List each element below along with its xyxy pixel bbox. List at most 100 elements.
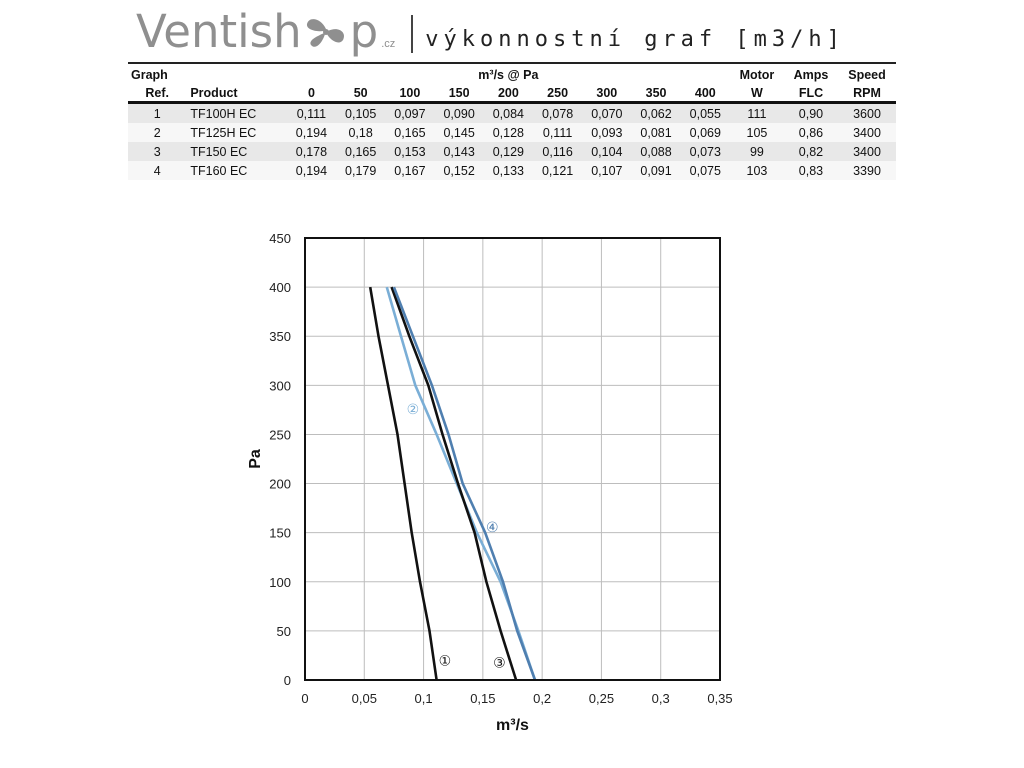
x-tick-label: 0,05 xyxy=(352,691,377,706)
cell-motor: 105 xyxy=(746,125,768,140)
y-tick-label: 50 xyxy=(277,624,291,639)
table-row: 3 TF150 EC 0,178 0,165 0,153 0,143 0,129 0,116 0… xyxy=(128,142,896,161)
y-tick-label: 200 xyxy=(269,477,291,492)
cell-ref: 2 xyxy=(153,125,161,140)
cell-product: TF160 EC xyxy=(190,163,248,178)
cell-flow: 0,088 xyxy=(640,144,672,159)
cell-flow: 0,194 xyxy=(295,163,328,178)
cell-flow: 0,116 xyxy=(542,144,573,159)
cell-flow: 0,091 xyxy=(640,163,672,178)
header-amps: Amps xyxy=(793,68,829,82)
cell-flow: 0,165 xyxy=(394,125,426,140)
cell-flow: 0,133 xyxy=(492,163,524,178)
x-tick-label: 0,15 xyxy=(470,691,495,706)
x-tick-label: 0,2 xyxy=(533,691,551,706)
cell-flow: 0,073 xyxy=(689,144,721,159)
cell-amps: 0,86 xyxy=(798,125,824,140)
cell-flow: 0,152 xyxy=(443,163,475,178)
header-pressure: 0 xyxy=(307,85,315,100)
spec-table: Graph m³/s @ Pa Motor Amps Speed Ref. Pr… xyxy=(128,62,896,180)
cell-flow: 0,104 xyxy=(591,144,623,159)
y-tick-label: 150 xyxy=(269,526,291,541)
ventishop-logo[interactable]: Ventish p .cz xyxy=(136,4,395,60)
header-tagline: výkonnostní graf [m3/h] xyxy=(425,27,845,52)
cell-flow: 0,105 xyxy=(345,106,377,121)
cell-flow: 0,129 xyxy=(492,144,524,159)
cell-motor: 103 xyxy=(746,163,768,178)
series-label: ① xyxy=(439,653,452,669)
cell-motor: 111 xyxy=(747,106,767,121)
cell-flow: 0,107 xyxy=(591,163,623,178)
series-line xyxy=(368,286,438,681)
cell-product: TF100H EC xyxy=(190,106,257,121)
cell-flow: 0,179 xyxy=(345,163,377,178)
header-pressure: 300 xyxy=(596,85,618,100)
x-tick-label: 0,25 xyxy=(589,691,614,706)
cell-flow: 0,069 xyxy=(689,125,721,140)
y-tick-label: 0 xyxy=(284,673,291,688)
header-ref: Ref. xyxy=(145,85,169,100)
header-amps-unit: FLC xyxy=(798,85,824,100)
table-row: 2 TF125H EC 0,194 0,18 0,165 0,145 0,128 0,111 0… xyxy=(128,123,896,142)
table-row: 1 TF100H EC 0,111 0,105 0,097 0,090 0,084 0,078… xyxy=(128,102,896,123)
cell-flow: 0,111 xyxy=(542,125,573,140)
cell-flow: 0,165 xyxy=(345,144,377,159)
cell-ref: 3 xyxy=(153,144,161,159)
series-label: ② xyxy=(407,402,420,418)
header: Ventish p .cz výkonnostní graf [m3/h] xyxy=(136,4,845,60)
cell-flow: 0,128 xyxy=(492,125,524,140)
cell-flow: 0,084 xyxy=(492,106,524,121)
cell-flow: 0,18 xyxy=(348,125,373,140)
cell-amps: 0,82 xyxy=(798,144,824,159)
header-pressure: 150 xyxy=(448,85,470,100)
cell-flow: 0,090 xyxy=(443,106,475,121)
series-label: ③ xyxy=(493,655,506,671)
cell-flow: 0,111 xyxy=(296,106,327,121)
header-product: Product xyxy=(190,85,238,100)
table-header-row: Graph m³/s @ Pa Motor Amps Speed xyxy=(128,63,896,84)
header-pressure: 350 xyxy=(645,85,667,100)
y-tick-label: 250 xyxy=(269,427,291,442)
header-pressure: 400 xyxy=(694,85,716,100)
table-subheader-row: Ref. Product 0 50 100 150 200 250 300 35… xyxy=(128,84,896,103)
cell-flow: 0,121 xyxy=(541,163,574,178)
cell-flow: 0,070 xyxy=(591,106,623,121)
header-motor-unit: W xyxy=(751,85,763,100)
y-tick-label: 300 xyxy=(269,378,291,393)
header-pressure: 50 xyxy=(353,85,368,100)
header-motor: Motor xyxy=(739,68,775,82)
y-tick-label: 100 xyxy=(269,575,291,590)
header-divider xyxy=(411,15,414,53)
series-line xyxy=(392,286,537,681)
cell-flow: 0,194 xyxy=(295,125,328,140)
x-axis-title: m³/s xyxy=(496,717,529,734)
cell-ref: 1 xyxy=(153,106,161,121)
cell-flow: 0,178 xyxy=(295,144,328,159)
cell-flow: 0,062 xyxy=(640,106,672,121)
y-axis-title: Pa xyxy=(247,449,264,469)
cell-product: TF125H EC xyxy=(190,125,257,140)
y-tick-label: 400 xyxy=(269,280,291,295)
cell-speed: 3600 xyxy=(853,106,881,121)
y-tick-label: 350 xyxy=(269,329,291,344)
cell-flow: 0,143 xyxy=(443,144,475,159)
header-pressure: 200 xyxy=(497,85,519,100)
cell-flow: 0,145 xyxy=(443,125,475,140)
logo-domain: .cz xyxy=(381,38,396,50)
cell-speed: 3390 xyxy=(853,163,881,178)
cell-flow: 0,055 xyxy=(689,106,721,121)
table-body: 1 TF100H EC 0,111 0,105 0,097 0,090 0,084 0,078… xyxy=(128,102,896,180)
header-graph: Graph xyxy=(131,68,168,82)
series-line xyxy=(390,286,518,681)
header-speed-unit: RPM xyxy=(853,85,881,100)
x-tick-label: 0,1 xyxy=(415,691,433,706)
cell-flow: 0,153 xyxy=(394,144,426,159)
header-pressure: 250 xyxy=(547,85,569,100)
x-tick-label: 0,3 xyxy=(652,691,670,706)
cell-speed: 3400 xyxy=(853,125,881,140)
plot-frame xyxy=(304,237,721,681)
header-pressure: 100 xyxy=(399,85,421,100)
logo-text-start: Ventish xyxy=(136,5,302,58)
header-flow-group: m³/s @ Pa xyxy=(478,68,539,82)
